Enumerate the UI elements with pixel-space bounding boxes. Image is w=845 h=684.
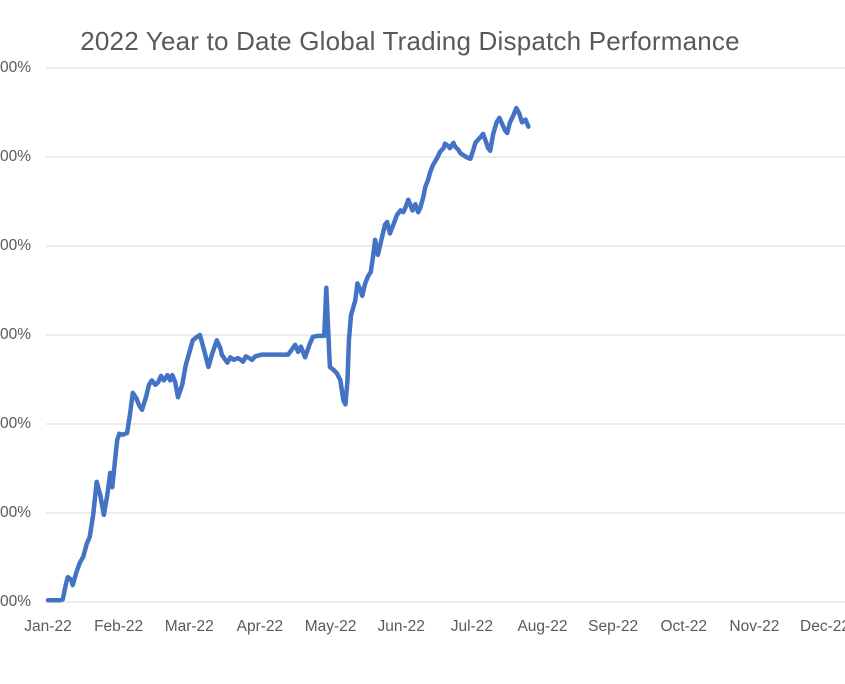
x-tick-label: Apr-22 bbox=[236, 618, 284, 635]
performance-line bbox=[45, 105, 531, 603]
x-tick-label: May-22 bbox=[304, 618, 357, 635]
y-tick-label: 00% bbox=[0, 59, 32, 76]
x-tick-label: Jun-22 bbox=[377, 618, 425, 635]
x-tick-label: Nov-22 bbox=[729, 618, 780, 635]
x-tick-label: Sep-22 bbox=[588, 618, 639, 635]
x-tick-label: Aug-22 bbox=[517, 618, 568, 635]
x-tick-label: Oct-22 bbox=[660, 618, 707, 635]
y-tick-label: 00% bbox=[0, 237, 32, 254]
y-tick-label: 00% bbox=[0, 415, 32, 432]
y-tick-label: 00% bbox=[0, 148, 32, 165]
x-tick-label: Dec-22 bbox=[800, 618, 845, 635]
y-tick-label: 00% bbox=[0, 593, 32, 610]
y-tick-label: 00% bbox=[0, 326, 32, 343]
x-tick-label: Feb-22 bbox=[94, 618, 144, 635]
y-tick-label: 00% bbox=[0, 504, 32, 521]
x-tick-label: Mar-22 bbox=[164, 618, 214, 635]
x-tick-label: Jul-22 bbox=[450, 618, 493, 635]
chart-title: 2022 Year to Date Global Trading Dispatc… bbox=[80, 26, 740, 56]
x-tick-label: Jan-22 bbox=[24, 618, 72, 635]
